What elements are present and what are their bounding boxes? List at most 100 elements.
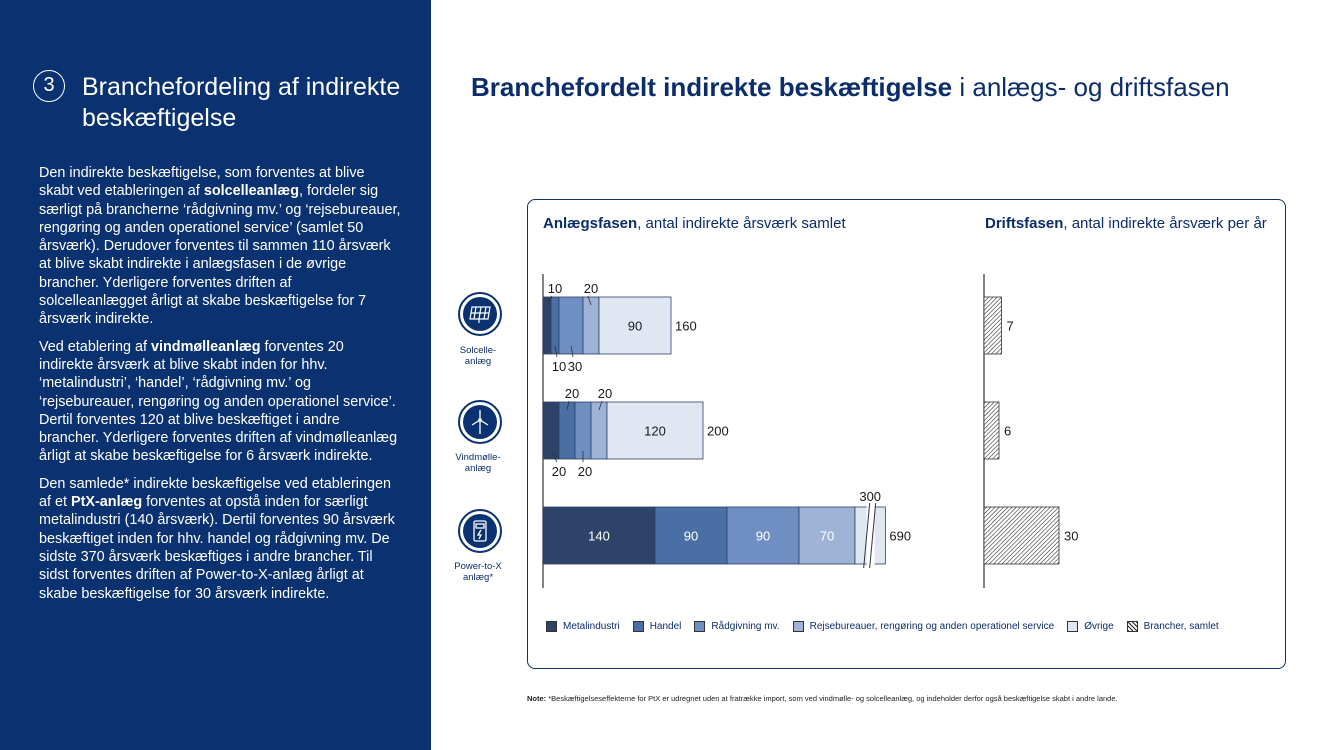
ptx-label-1: Power-to-X xyxy=(454,561,502,572)
page-title-normal: i anlægs- og driftsfasen xyxy=(952,72,1230,102)
leader-line xyxy=(546,295,553,306)
leader-line xyxy=(598,400,603,411)
data-label: 300 xyxy=(859,489,881,504)
legend-swatch xyxy=(792,621,804,632)
ptx-label: Power-to-X anlæg* xyxy=(443,561,513,583)
data-label: 70 xyxy=(820,529,834,544)
total-label: 160 xyxy=(675,319,697,334)
right-panel-title-bold: Driftsfasen xyxy=(985,215,1064,232)
left-panel-title: Anlægsfasen, antal indirekte årsværk sam… xyxy=(543,214,873,233)
data-label: 90 xyxy=(684,529,698,544)
data-label: 20 xyxy=(584,281,598,296)
left-panel-title-normal: , antal indirekte årsværk samlet xyxy=(637,215,846,232)
legend-label: Øvrige xyxy=(1084,621,1114,632)
solar-label: Solcelle-anlæg xyxy=(443,345,513,367)
page-title-bold: Branchefordelt indirekte beskæftigelse xyxy=(471,72,953,102)
legend-swatch xyxy=(1126,621,1138,632)
bar-segment xyxy=(598,296,672,355)
legend-swatch xyxy=(694,621,706,632)
legend-label: Rejsebureauer, rengøring og anden operat… xyxy=(809,621,1055,632)
axis-break-line xyxy=(869,502,877,569)
total-label: 200 xyxy=(707,424,729,439)
data-label: 90 xyxy=(628,319,642,334)
leader-line xyxy=(566,400,570,411)
page-title: Branchefordelt indirekte beskæftigelse i… xyxy=(471,72,1271,103)
hatched-bar xyxy=(983,401,1000,460)
axis-break-line xyxy=(863,502,871,569)
section-text: Den indirekte beskæftigelse, som forvent… xyxy=(39,164,401,612)
section-text-span: forventes at opstå inden for særligt met… xyxy=(39,494,395,602)
bar-segment xyxy=(542,296,552,355)
data-label: 140 xyxy=(588,529,610,544)
bar-segment xyxy=(542,401,560,460)
bar-segment xyxy=(726,506,800,565)
hatched-bar xyxy=(983,506,1060,565)
bar-segment xyxy=(590,401,608,460)
leader-line xyxy=(550,450,558,463)
legend-item: Metalindustri xyxy=(546,621,620,632)
legend-label: Rådgivning mv. xyxy=(711,621,780,632)
wind-label-2: anlæg xyxy=(464,463,492,474)
data-label: 20 xyxy=(578,464,592,479)
left-panel-title-bold: Anlægsfasen xyxy=(543,215,638,232)
section-text-span: Den samlede* indirekte beskæftigelse ved… xyxy=(39,475,391,511)
ptx-station-icon xyxy=(458,509,502,553)
footnote-text: *Beskæftigelseseffekterne for PtX er udr… xyxy=(546,694,1118,703)
chart-panel xyxy=(527,199,1286,669)
right-panel-title: Driftsfasen, antal indirekte årsværk per… xyxy=(985,214,1275,233)
solar-label-1: Solcelle- xyxy=(459,345,497,356)
bar-segment xyxy=(582,296,600,355)
section-number: 3 xyxy=(33,70,65,102)
section-paragraph: Den indirekte beskæftigelse, som forvent… xyxy=(39,164,401,329)
section-text-span: , fordeler sig særligt på brancherne ‘rå… xyxy=(39,183,401,328)
legend-label: Metalindustri xyxy=(563,621,620,632)
leader-line xyxy=(570,345,574,358)
sidebar: 3 Branchefordeling af indirekte beskæfti… xyxy=(0,0,431,750)
section-title: Branchefordeling af indirekte beskæftige… xyxy=(82,73,401,132)
total-label: 690 xyxy=(889,529,911,544)
legend-item: Handel xyxy=(632,621,682,632)
bar-segment xyxy=(558,296,584,355)
legend-swatch xyxy=(632,621,644,632)
legend-label: Brancher, samlet xyxy=(1143,621,1219,632)
solar-label-2: anlæg xyxy=(464,356,492,367)
legend-swatch xyxy=(546,621,557,632)
chart-legend: Metalindustri Handel Rådgivning mv. Rejsebu… xyxy=(546,621,1232,632)
data-label: 30 xyxy=(568,359,582,374)
section-text-span: Ved etablering af xyxy=(39,338,152,355)
footnote: Note: *Beskæftigelseseffekterne for PtX … xyxy=(527,694,1118,703)
data-label: 7 xyxy=(1007,319,1014,334)
legend-swatch xyxy=(1067,621,1079,632)
right-panel-title-normal: , antal indirekte årsværk per år xyxy=(1063,215,1267,232)
legend-item: Øvrige xyxy=(1067,621,1114,632)
bar-segment xyxy=(542,506,656,565)
legend-item: Rejsebureauer, rengøring og anden operat… xyxy=(792,621,1055,632)
bar-segment xyxy=(654,506,728,565)
data-label: 30 xyxy=(1064,529,1078,544)
data-label: 10 xyxy=(548,281,562,296)
data-label: 10 xyxy=(552,359,566,374)
data-label: 20 xyxy=(552,464,566,479)
data-label: 6 xyxy=(1004,424,1011,439)
data-label: 20 xyxy=(565,386,579,401)
ptx-label-2: anlæg* xyxy=(462,572,494,583)
wind-label: Vindmølle-anlæg xyxy=(443,452,513,474)
solar-panel-icon xyxy=(458,292,502,336)
bar-segment xyxy=(798,506,856,565)
section-text-bold: PtX-anlæg xyxy=(71,494,143,511)
data-label: 90 xyxy=(756,529,770,544)
leader-line xyxy=(587,295,592,306)
bar-segment xyxy=(558,401,576,460)
section-text-span: forventes 20 indirekte årsværk at blive … xyxy=(39,338,398,465)
axis-break-gap xyxy=(866,503,875,568)
legend-label: Handel xyxy=(649,621,682,632)
footnote-label: Note: xyxy=(527,694,547,703)
wind-label-1: Vindmølle- xyxy=(455,452,501,463)
section-paragraph: Ved etablering af vindmølleanlæg forvent… xyxy=(39,338,401,466)
legend-item: Rådgivning mv. xyxy=(694,621,780,632)
section-text-bold: vindmølleanlæg xyxy=(151,338,261,355)
bar-segment xyxy=(550,296,560,355)
bar-segment xyxy=(606,401,704,460)
